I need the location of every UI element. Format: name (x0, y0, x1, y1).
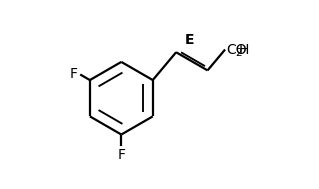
Text: H: H (239, 43, 249, 57)
Text: F: F (70, 67, 78, 81)
Text: 2: 2 (235, 48, 241, 58)
Text: E: E (185, 33, 195, 47)
Text: CO: CO (226, 43, 247, 57)
Text: F: F (117, 148, 125, 162)
